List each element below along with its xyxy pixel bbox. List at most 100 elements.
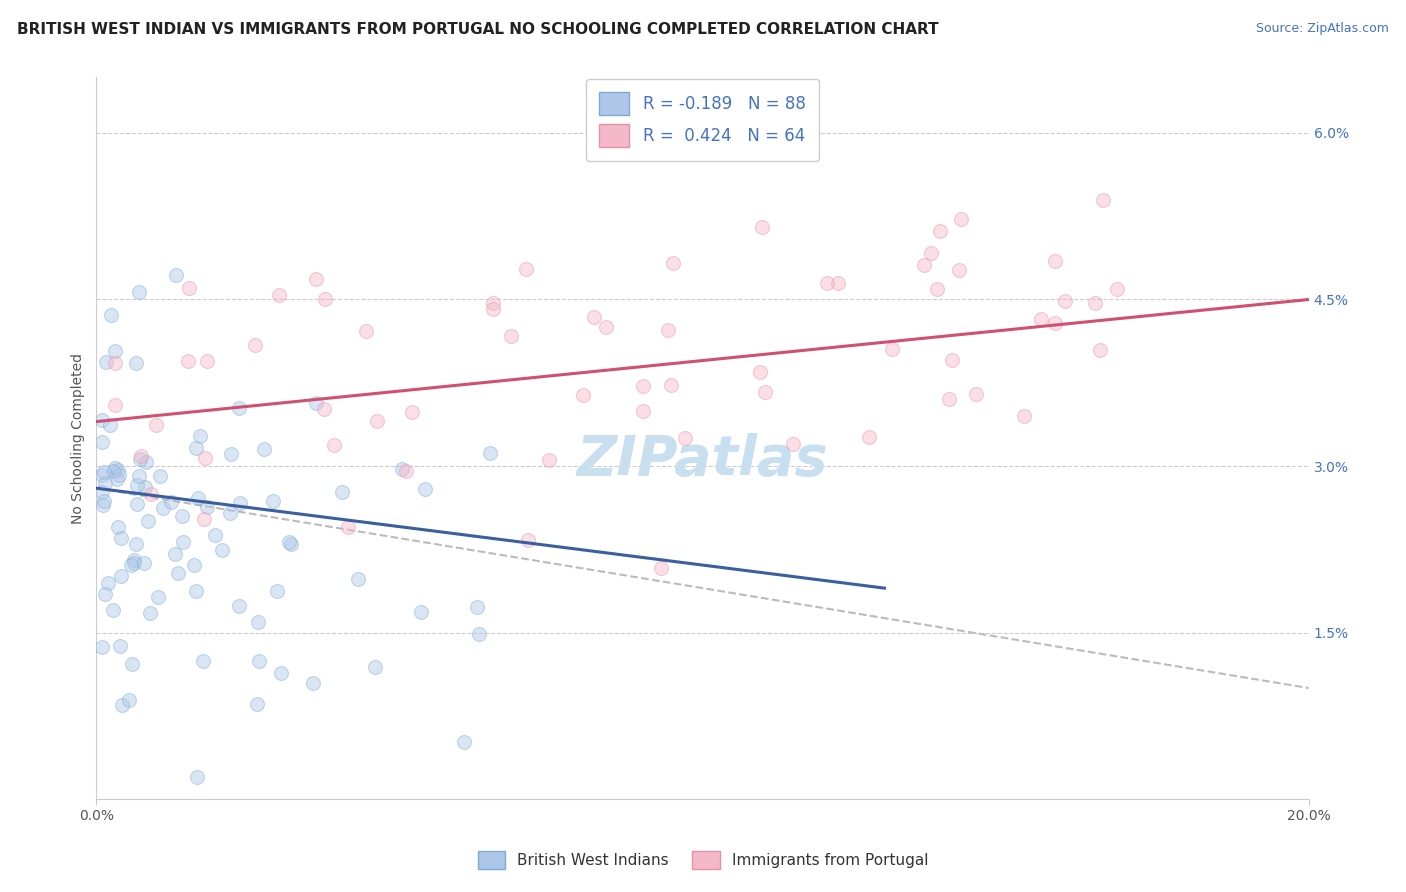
Point xyxy=(347,572,370,586)
Point xyxy=(1043,254,1066,268)
Point xyxy=(187,491,209,505)
Point xyxy=(354,324,377,338)
Point xyxy=(572,388,595,402)
Point xyxy=(160,495,183,509)
Point xyxy=(107,463,129,477)
Point xyxy=(965,387,987,401)
Point xyxy=(184,441,207,455)
Point xyxy=(253,442,276,456)
Point xyxy=(91,435,114,450)
Point xyxy=(186,770,208,784)
Point xyxy=(125,478,148,492)
Point xyxy=(139,487,162,501)
Point xyxy=(948,262,970,277)
Point xyxy=(595,320,617,334)
Point xyxy=(219,507,242,521)
Point xyxy=(100,308,122,322)
Point xyxy=(467,627,489,641)
Point xyxy=(195,353,218,368)
Point xyxy=(118,693,141,707)
Point xyxy=(815,276,838,290)
Point xyxy=(108,639,131,653)
Point xyxy=(582,310,605,324)
Point xyxy=(269,287,291,301)
Point xyxy=(409,605,432,619)
Text: ZIPatlas: ZIPatlas xyxy=(576,433,828,487)
Point xyxy=(600,139,623,153)
Point xyxy=(363,659,385,673)
Point xyxy=(1084,296,1107,310)
Point xyxy=(110,569,132,583)
Point xyxy=(1090,343,1112,357)
Point xyxy=(107,520,129,534)
Point xyxy=(129,452,152,467)
Point xyxy=(366,414,388,428)
Point xyxy=(401,405,423,419)
Point xyxy=(101,464,124,478)
Point xyxy=(204,527,226,541)
Point xyxy=(305,396,328,410)
Point xyxy=(395,464,418,478)
Point xyxy=(516,533,538,548)
Point xyxy=(228,401,250,415)
Point xyxy=(129,449,152,463)
Point xyxy=(170,508,193,523)
Point xyxy=(135,455,157,469)
Point xyxy=(94,586,117,600)
Point xyxy=(128,469,150,483)
Point xyxy=(243,338,266,352)
Point xyxy=(104,461,127,475)
Point xyxy=(229,496,252,510)
Point xyxy=(122,556,145,570)
Point xyxy=(139,606,162,620)
Point xyxy=(188,429,211,443)
Point xyxy=(120,558,142,573)
Point xyxy=(96,355,118,369)
Point xyxy=(467,600,489,615)
Point xyxy=(631,403,654,417)
Point xyxy=(479,446,502,460)
Point xyxy=(827,276,849,290)
Point xyxy=(127,498,149,512)
Point xyxy=(858,430,880,444)
Point xyxy=(134,556,156,570)
Point xyxy=(751,219,773,234)
Point xyxy=(105,472,128,486)
Point xyxy=(98,417,121,432)
Y-axis label: No Schooling Completed: No Schooling Completed xyxy=(72,352,86,524)
Point xyxy=(391,462,413,476)
Point xyxy=(277,535,299,549)
Point xyxy=(270,665,292,680)
Point xyxy=(501,329,523,343)
Point xyxy=(172,535,194,549)
Point xyxy=(104,343,127,358)
Point xyxy=(104,399,127,413)
Legend: British West Indians, Immigrants from Portugal: British West Indians, Immigrants from Po… xyxy=(471,845,935,875)
Point xyxy=(912,258,935,272)
Point xyxy=(104,356,127,370)
Point xyxy=(183,558,205,573)
Point xyxy=(176,354,198,368)
Point xyxy=(134,480,156,494)
Point xyxy=(91,468,114,483)
Text: BRITISH WEST INDIAN VS IMMIGRANTS FROM PORTUGAL NO SCHOOLING COMPLETED CORRELATI: BRITISH WEST INDIAN VS IMMIGRANTS FROM P… xyxy=(17,22,938,37)
Point xyxy=(749,365,772,379)
Point xyxy=(125,355,148,369)
Point xyxy=(107,468,129,483)
Point xyxy=(453,735,475,749)
Point xyxy=(1091,194,1114,208)
Point xyxy=(950,212,973,227)
Point xyxy=(882,343,904,357)
Point xyxy=(195,500,218,514)
Point xyxy=(515,262,537,277)
Point xyxy=(928,224,950,238)
Point xyxy=(330,484,353,499)
Point xyxy=(152,500,174,515)
Point xyxy=(413,483,436,497)
Point xyxy=(323,438,346,452)
Point xyxy=(650,561,672,575)
Point xyxy=(165,547,187,561)
Point xyxy=(136,514,159,528)
Point xyxy=(91,640,114,655)
Point xyxy=(246,697,269,711)
